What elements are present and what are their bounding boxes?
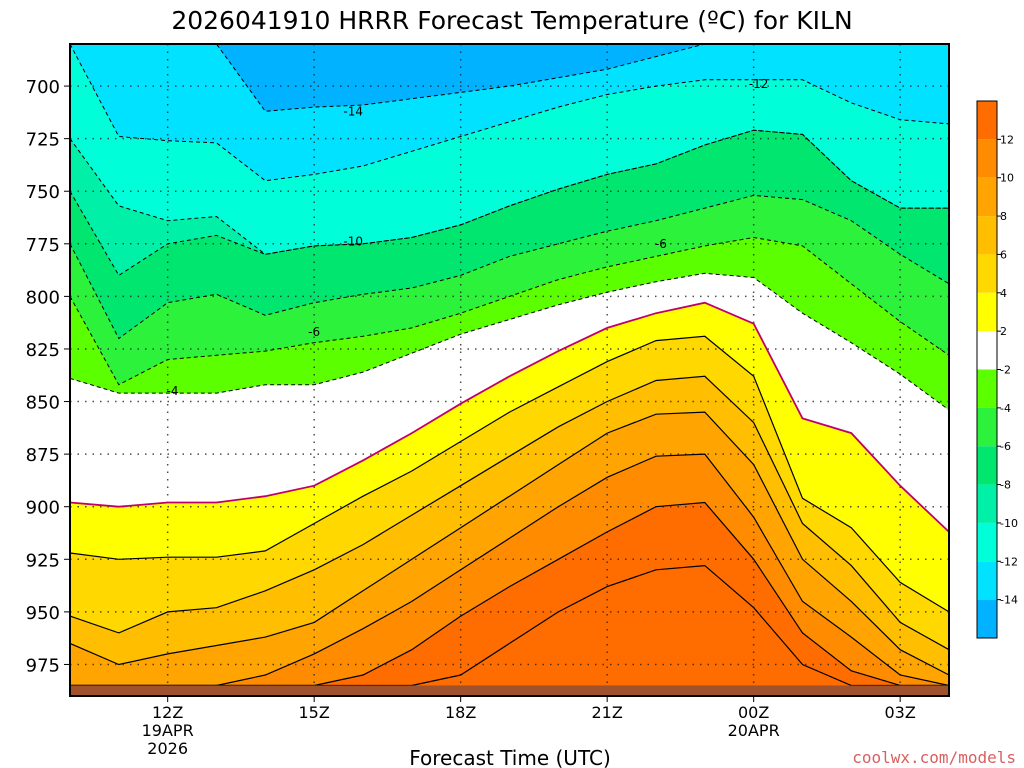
colorbar-band <box>977 139 997 178</box>
credit-text: coolwx.com/models <box>852 748 1016 767</box>
y-tick-label: 800 <box>26 287 60 308</box>
chart-title: 2026041910 HRRR Forecast Temperature (ºC… <box>171 6 852 35</box>
x-tick-date: 19APR <box>142 721 194 740</box>
isotherm--6 <box>69 194 950 340</box>
colorbar-band <box>977 561 997 600</box>
pressure-axis: 700 725 750 775 800 825 850 875 900 925 950 975 <box>26 77 70 676</box>
contour-label: -6 <box>655 237 667 251</box>
colorbar-band <box>977 292 997 332</box>
colorbar-band <box>977 522 997 562</box>
y-tick-label: 725 <box>26 130 60 151</box>
colorbar-tick-label: 6 <box>1000 248 1007 261</box>
x-tick-label: 18Z <box>445 703 476 722</box>
temperature-fill-bands <box>70 44 949 696</box>
colorbar-tick-label: -12 <box>1000 555 1018 568</box>
colorbar-band <box>977 446 997 485</box>
isotherm--12 <box>69 43 950 182</box>
contour-label: -10 <box>343 235 363 249</box>
x-axis-label: Forecast Time (UTC) <box>409 746 611 768</box>
isotherm--8 <box>69 129 949 277</box>
x-tick-date: 20APR <box>728 721 780 740</box>
colorbar-tick-label: 4 <box>1000 287 1007 300</box>
colorbar-band <box>977 599 997 638</box>
colorbar-tick-label: 12 <box>1000 133 1014 146</box>
colorbar-tick-label: 8 <box>1000 210 1007 223</box>
colorbar-tick-label: -14 <box>1000 594 1018 607</box>
y-tick-label: 950 <box>26 603 60 624</box>
fill-band-above_12 <box>70 502 949 696</box>
y-tick-label: 700 <box>26 77 60 98</box>
contour-label: -4 <box>167 384 179 398</box>
x-tick-label: 21Z <box>592 703 623 722</box>
colorbar-band <box>977 216 997 255</box>
y-tick-label: 850 <box>26 393 60 414</box>
plot-frame <box>69 43 950 697</box>
y-tick-label: 875 <box>26 445 60 466</box>
y-tick-label: 975 <box>26 655 60 676</box>
ground-surface <box>70 685 949 696</box>
contour-label: -14 <box>343 104 363 118</box>
y-tick-label: 825 <box>26 340 60 361</box>
colorbar-band <box>977 177 997 217</box>
x-tick-label: 03Z <box>885 703 916 722</box>
colorbar-band <box>977 407 997 447</box>
x-tick-label: 15Z <box>299 703 330 722</box>
x-tick-year: 2026 <box>147 739 188 758</box>
isotherm--2 <box>69 272 950 411</box>
y-tick-label: 925 <box>26 550 60 571</box>
contour-label: -12 <box>749 77 769 91</box>
contour-label: -6 <box>308 325 320 339</box>
contour-labels: -14 -12 -10 -6 -6 -4 <box>167 77 769 398</box>
isotherm--4 <box>69 236 950 386</box>
colorbar-tick-label: -4 <box>1000 402 1011 415</box>
colorbar-band <box>977 101 997 140</box>
x-tick-label: 00Z <box>738 703 769 722</box>
y-tick-label: 775 <box>26 235 60 256</box>
colorbar-tick-label: 10 <box>1000 172 1014 185</box>
colorbar-tick-label: -2 <box>1000 364 1011 377</box>
temperature-colorbar: 12 10 8 6 4 2 -2 -4 -6 -8 -10 -12 -14 <box>976 100 1018 639</box>
y-tick-label: 900 <box>26 498 60 519</box>
colorbar-band <box>977 484 997 523</box>
x-tick-label: 12Z <box>152 703 183 722</box>
colorbar-band <box>977 369 997 408</box>
colorbar-band <box>977 331 997 370</box>
isotherm-4 <box>69 335 950 613</box>
colorbar-band <box>977 254 997 293</box>
colorbar-tick-label: -6 <box>1000 440 1011 453</box>
y-tick-label: 750 <box>26 182 60 203</box>
isotherm-8 <box>69 411 950 676</box>
isotherm-2 <box>69 301 950 533</box>
colorbar-tick-label: -8 <box>1000 479 1011 492</box>
isotherm-6 <box>69 375 950 651</box>
colorbar-tick-label: 2 <box>1000 325 1007 338</box>
colorbar-tick-label: -10 <box>1000 517 1018 530</box>
